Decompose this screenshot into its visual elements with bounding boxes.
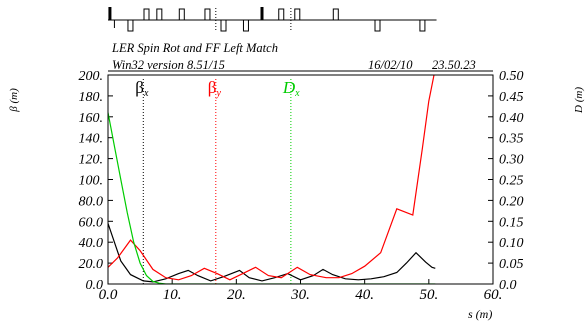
lattice-quad xyxy=(374,19,381,32)
y-left-tick-label: 40.0 xyxy=(79,236,104,251)
header-version: Win32 version 8.51/15 xyxy=(112,58,225,72)
series-line xyxy=(108,112,436,284)
series-line xyxy=(108,223,436,283)
y-axis-label-right: D (m) xyxy=(573,87,585,114)
y-left-tick-label: 0.0 xyxy=(86,278,104,293)
y-left-tick-label: 200. xyxy=(79,69,104,84)
x-tick-label: 30. xyxy=(290,287,310,303)
y-right-tick-label: 0.40 xyxy=(499,111,524,126)
y-left-tick-label: 160. xyxy=(79,111,104,126)
y-right-tick-label: 0.45 xyxy=(499,90,524,105)
y-right-tick-label: 0.0 xyxy=(499,278,517,293)
y-right-tick-label: 0.05 xyxy=(499,257,524,272)
x-tick-label: 40. xyxy=(355,287,374,303)
series-lines xyxy=(108,75,436,284)
y-left-tick-label: 120. xyxy=(79,153,104,168)
lattice-quad xyxy=(156,8,163,21)
series-line xyxy=(108,75,435,281)
x-tick-label: 20. xyxy=(227,287,246,303)
x-tick-label: 50. xyxy=(419,287,438,303)
lattice-quad xyxy=(332,8,339,21)
y-right-tick-label: 0.35 xyxy=(499,132,524,147)
y-left-tick-label: 20.0 xyxy=(79,257,104,272)
lattice-quad xyxy=(204,8,211,21)
y-right-tick-label: 0.20 xyxy=(499,194,524,209)
y-right-tick-label: 0.15 xyxy=(499,215,524,230)
y-right-tick-label: 0.25 xyxy=(499,174,524,189)
axis-ticks: 0.0 10. 20. 30. 40. 50. 60.0.020.040.060.080.0… xyxy=(79,69,524,303)
y-right-tick-label: 0.50 xyxy=(499,69,524,84)
x-axis-label: s (m) xyxy=(468,307,492,321)
x-tick-label: 10. xyxy=(163,287,182,303)
lattice-quad xyxy=(178,8,185,21)
y-left-tick-label: 100. xyxy=(79,174,104,189)
header-date: 16/02/10 xyxy=(368,58,413,72)
x-tick-label: 60. xyxy=(484,287,503,303)
legend-entry: βx xyxy=(135,78,149,99)
y-left-tick-label: 80.0 xyxy=(79,194,104,209)
legend-entry: Dx xyxy=(282,78,300,99)
lattice-quad xyxy=(419,19,426,32)
plot-frame xyxy=(107,74,494,285)
lattice-quad xyxy=(294,8,301,21)
legend: βx βy Dx xyxy=(135,78,300,99)
y-left-tick-label: 140. xyxy=(79,132,104,147)
x-tick-label: 0.0 xyxy=(99,287,118,303)
y-left-tick-label: 60.0 xyxy=(79,215,104,230)
lattice-quad xyxy=(143,8,150,21)
y-right-tick-label: 0.10 xyxy=(499,236,524,251)
lattice-quad xyxy=(278,8,285,21)
lattice-layout xyxy=(108,7,437,32)
header-time: 23.50.23 xyxy=(432,58,476,72)
y-left-tick-label: 180. xyxy=(79,90,104,105)
lattice-quad xyxy=(127,19,134,32)
lattice-magnet xyxy=(260,7,264,20)
y-right-tick-label: 0.30 xyxy=(499,153,524,168)
lattice-magnet xyxy=(108,7,112,20)
lattice-quad xyxy=(220,19,227,32)
lattice-quad xyxy=(242,19,249,32)
chart-subtitle: LER Spin Rot and FF Left Match xyxy=(111,41,278,55)
legend-marker-lines xyxy=(142,79,292,284)
y-axis-label-left: β (m) xyxy=(8,88,20,113)
legend-entry: βy xyxy=(208,78,222,99)
